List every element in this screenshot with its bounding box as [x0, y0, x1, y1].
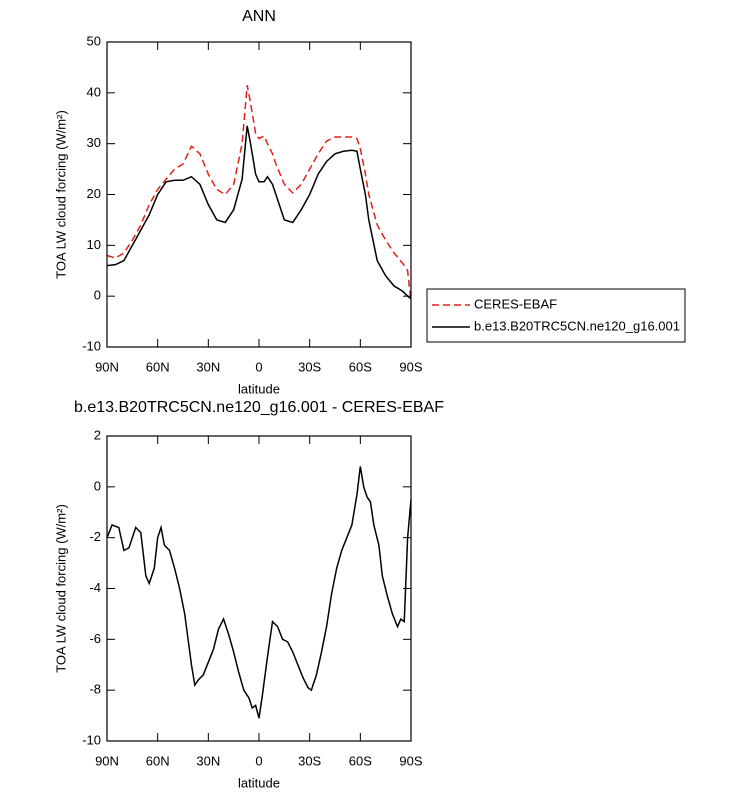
y-tick-label: -4 — [89, 580, 101, 595]
data-line — [106, 466, 412, 719]
y-tick-label: 40 — [87, 84, 101, 99]
plot-frame — [106, 41, 412, 348]
y-tick-label: -6 — [89, 631, 101, 646]
y-tick-label: 30 — [87, 135, 101, 150]
x-tick-label: 0 — [255, 753, 262, 768]
x-tick-label: 60N — [146, 359, 170, 374]
y-tick-label: -10 — [82, 732, 101, 747]
y-axis-label: TOA LW cloud forcing (W/m²) — [53, 504, 68, 673]
x-tick-label: 0 — [255, 359, 262, 374]
y-tick-label: -8 — [89, 682, 101, 697]
y-tick-label: 20 — [87, 186, 101, 201]
x-tick-label: 60N — [146, 753, 170, 768]
y-tick-label: 50 — [87, 33, 101, 48]
x-tick-label: 90S — [399, 753, 422, 768]
x-axis-label: latitude — [238, 381, 280, 396]
x-tick-label: 30N — [196, 753, 220, 768]
y-tick-label: 10 — [87, 237, 101, 252]
legend-label: CERES-EBAF — [474, 296, 557, 311]
x-tick-label: 30N — [196, 359, 220, 374]
x-tick-label: 30S — [298, 359, 321, 374]
x-tick-label: 30S — [298, 753, 321, 768]
y-tick-label: 0 — [94, 288, 101, 303]
plot-frame — [106, 435, 412, 742]
chart-title: ANN — [242, 8, 276, 25]
y-tick-label: 2 — [94, 427, 101, 442]
x-tick-label: 90S — [399, 359, 422, 374]
y-tick-label: 0 — [94, 478, 101, 493]
chart-title: b.e13.B20TRC5CN.ne120_g16.001 - CERES-EB… — [74, 399, 444, 416]
x-tick-label: 90N — [95, 753, 119, 768]
data-line — [106, 125, 412, 300]
x-tick-label: 60S — [349, 359, 372, 374]
legend-label: b.e13.B20TRC5CN.ne120_g16.001 — [474, 318, 680, 333]
y-tick-label: -2 — [89, 529, 101, 544]
data-line — [106, 85, 412, 302]
x-tick-label: 60S — [349, 753, 372, 768]
y-tick-label: -10 — [82, 338, 101, 353]
legend-box — [426, 288, 686, 343]
x-tick-label: 90N — [95, 359, 119, 374]
x-axis-label: latitude — [238, 775, 280, 790]
y-axis-label: TOA LW cloud forcing (W/m²) — [53, 110, 68, 279]
